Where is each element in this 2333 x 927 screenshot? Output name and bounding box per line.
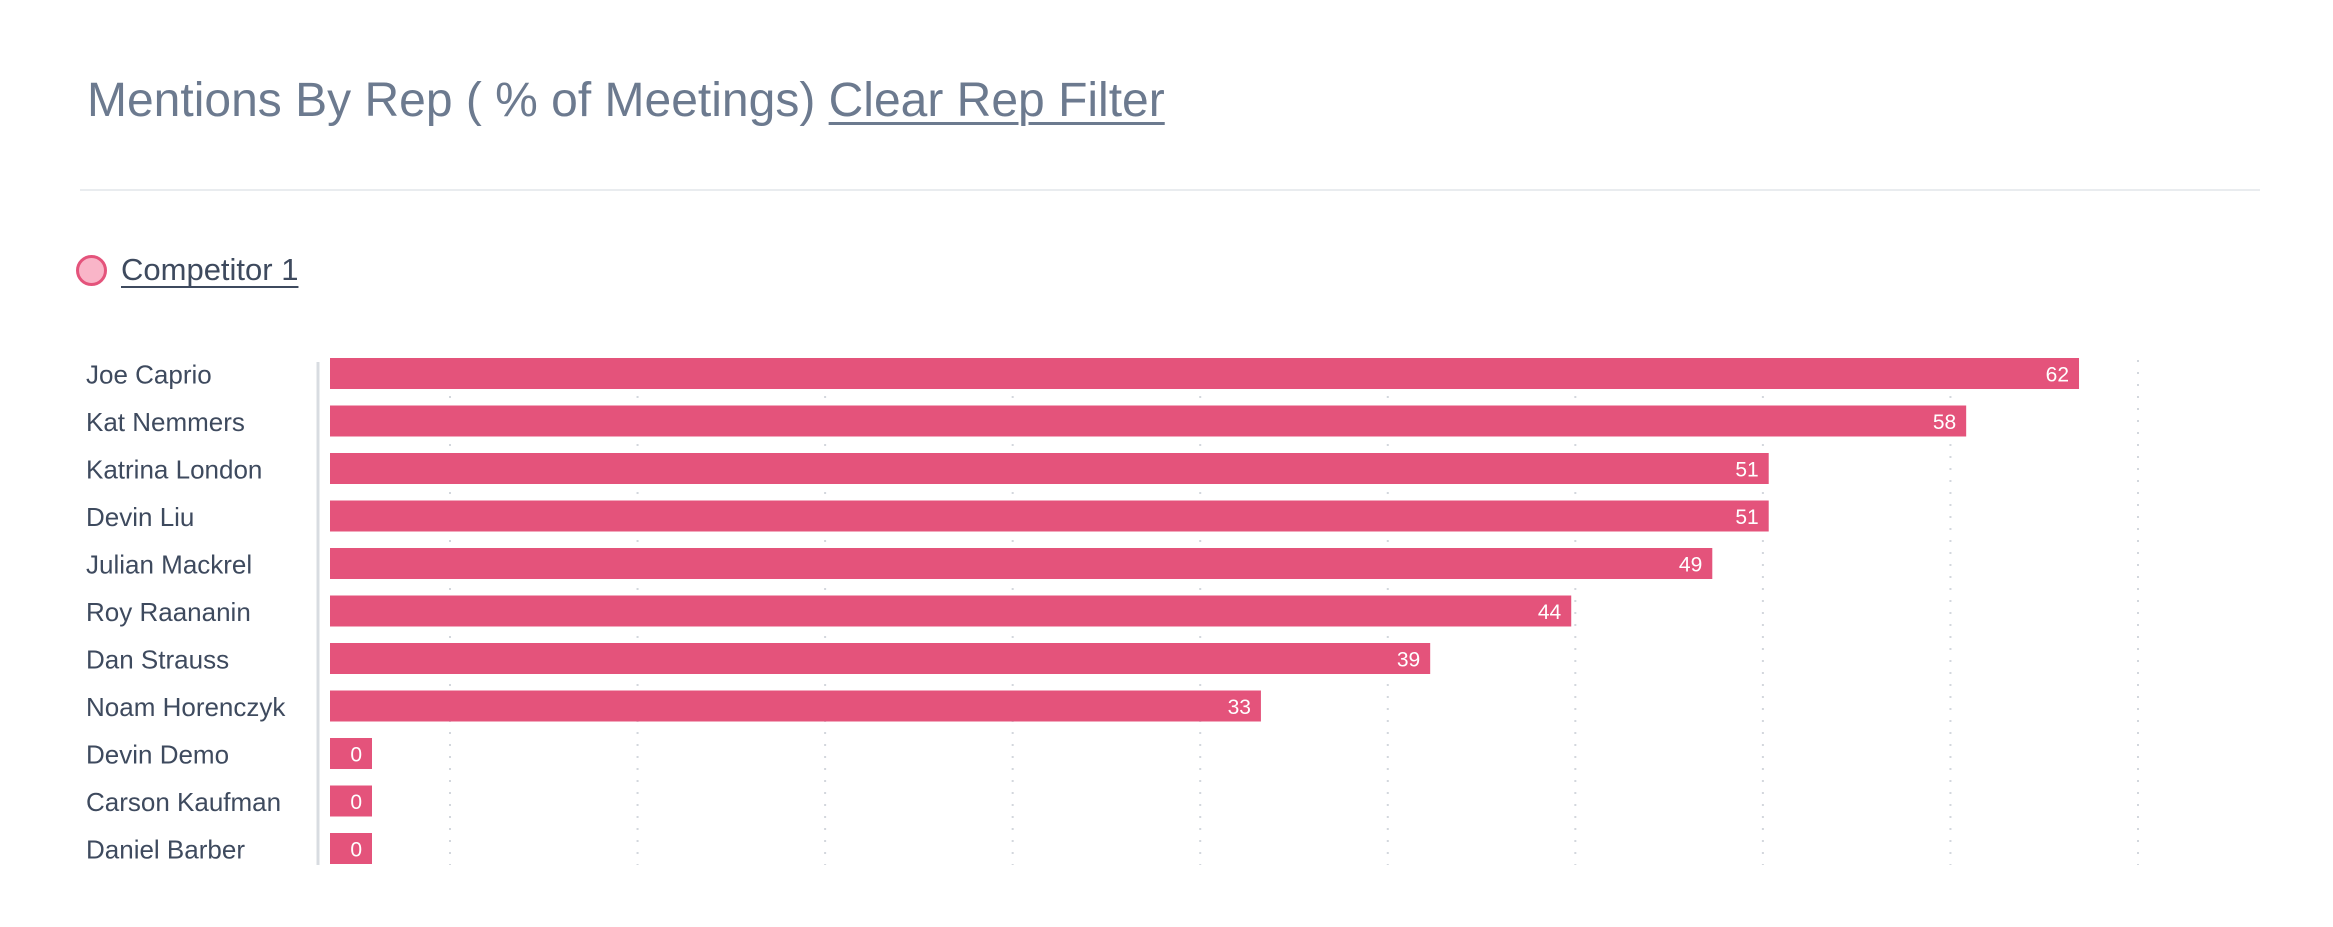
bar: [330, 358, 2080, 389]
category-label: Devin Demo: [86, 740, 229, 770]
bar-value-label: 0: [350, 744, 362, 767]
chart-header: Mentions By Rep ( % of Meetings) Clear R…: [87, 72, 1165, 130]
bar: [330, 453, 1769, 484]
chart-title: Mentions By Rep ( % of Meetings): [87, 74, 816, 127]
bar-value-label: 44: [1538, 601, 1562, 624]
category-label: Carson Kaufman: [86, 787, 281, 817]
clear-rep-filter-link[interactable]: Clear Rep Filter: [828, 74, 1165, 127]
category-label: Katrina London: [86, 455, 262, 485]
bar-value-label: 62: [2046, 364, 2069, 387]
bar-value-label: 51: [1735, 506, 1758, 529]
category-label: Julian Mackrel: [86, 550, 252, 580]
bar: [330, 595, 1572, 627]
bar: [330, 643, 1431, 674]
bar: [330, 405, 1967, 437]
bar-value-label: 33: [1228, 696, 1251, 719]
bar-value-label: 39: [1397, 649, 1420, 672]
category-label: Daniel Barber: [86, 835, 245, 865]
legend-item-competitor-1[interactable]: Competitor 1: [76, 252, 298, 288]
header-divider: [80, 189, 2260, 191]
legend-label: Competitor 1: [121, 252, 299, 287]
category-label: Noam Horenczyk: [86, 692, 286, 722]
bar-chart: Joe Caprio 62 Kat Nemmers 58 Katrina London 5…: [86, 358, 2139, 865]
category-label: Roy Raananin: [86, 597, 251, 627]
category-label: Dan Strauss: [86, 645, 229, 675]
bar: [330, 785, 372, 817]
bar: [330, 548, 1713, 579]
bar-value-label: 0: [350, 791, 362, 814]
bar-value-label: 58: [1933, 411, 1956, 434]
bar: [330, 738, 372, 769]
legend-swatch: [76, 254, 107, 286]
bar-value-label: 0: [350, 839, 362, 862]
category-label: Joe Caprio: [86, 360, 212, 390]
bar-value-label: 49: [1679, 554, 1702, 577]
bar: [330, 500, 1769, 532]
category-label: Devin Liu: [86, 502, 194, 532]
bar: [330, 690, 1261, 722]
bar-value-label: 51: [1735, 459, 1758, 482]
bar: [330, 833, 372, 864]
category-label: Kat Nemmers: [86, 407, 245, 437]
